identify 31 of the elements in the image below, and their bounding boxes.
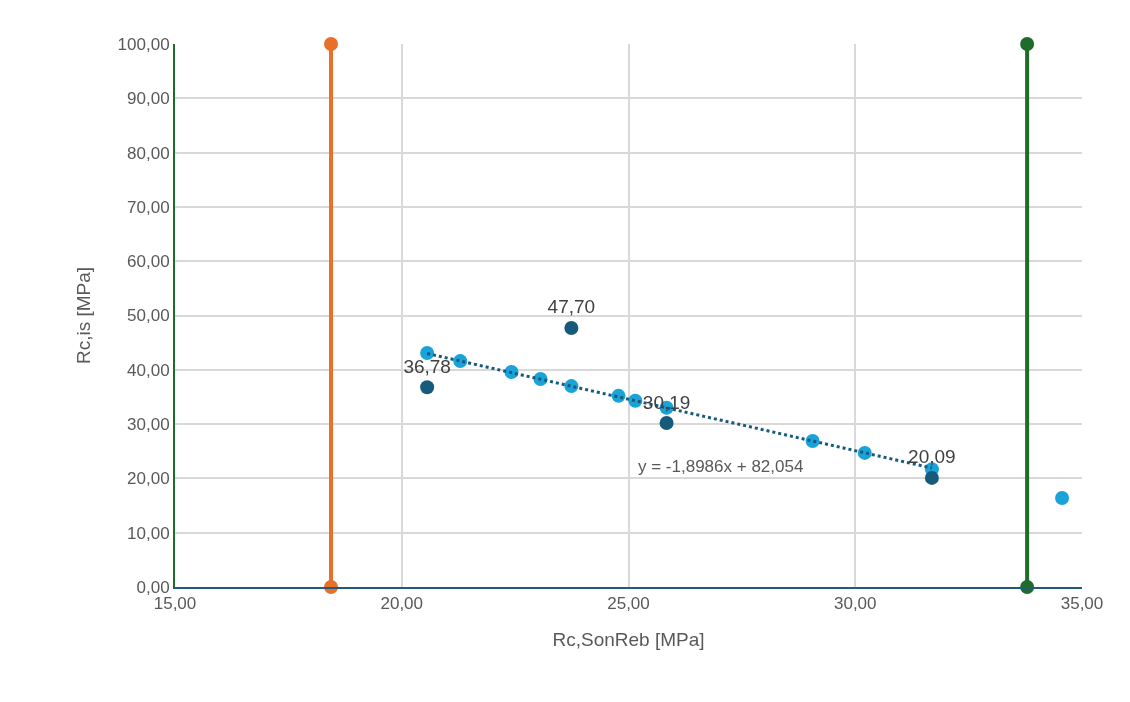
point [924,470,939,485]
y-tick-label: 0,00 [136,577,170,597]
x-tick-label: 35,00 [1060,594,1104,614]
y-tick-label: 70,00 [127,197,170,217]
point [420,345,435,360]
annotation: y = -1,8986x + 82,054 [638,457,804,476]
data-label: 20,09 [908,446,956,468]
y-tick-label: 10,00 [127,523,170,543]
y-axis-title: Rc,is [MPa] [72,266,94,365]
x-axis-title: Rc,SonReb [MPa] [552,628,705,650]
y-tick-label: 50,00 [127,306,170,326]
x-tick-label: 30,00 [833,594,877,614]
point [420,380,435,395]
y-tick-label: 40,00 [127,360,170,380]
y-tick-label: 100,00 [117,34,170,54]
x-tick-label: 15,00 [153,594,197,614]
data-label: 36,78 [403,355,451,377]
point [1055,490,1070,505]
point [324,37,338,51]
y-tick-label: 80,00 [127,143,170,163]
y-tick-label: 30,00 [127,415,170,435]
x-tick-label: 20,00 [380,594,424,614]
point [1020,37,1035,51]
data-label: 30,19 [642,391,691,413]
x-tick-label: 25,00 [607,594,650,614]
y-tick-label: 20,00 [127,469,170,489]
y-tick-label: 60,00 [127,252,170,272]
point [564,320,579,335]
y-tick-label: 90,00 [127,89,170,109]
data-label: 47,70 [547,296,596,318]
point [659,416,674,431]
